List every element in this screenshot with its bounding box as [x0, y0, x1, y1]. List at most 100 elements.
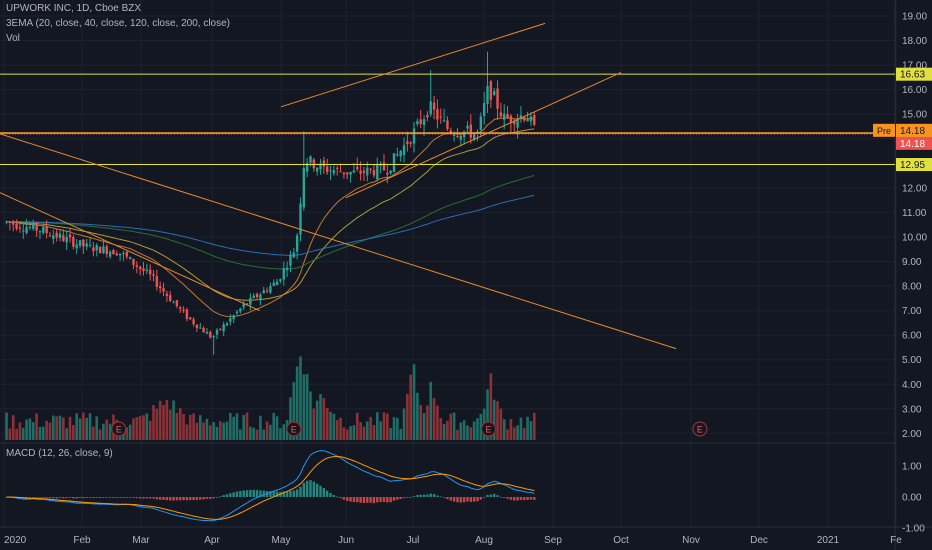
- macd-histogram-bar: [58, 497, 62, 499]
- volume-bar: [215, 426, 219, 440]
- macd-histogram-bar: [272, 491, 275, 497]
- candle-body: [492, 91, 496, 96]
- volume-bar: [262, 429, 266, 440]
- candle-body: [369, 168, 372, 170]
- macd-histogram-bar: [145, 497, 149, 499]
- macd-histogram-bar: [148, 497, 152, 499]
- earnings-icon: [111, 421, 127, 437]
- volume-bar: [476, 418, 479, 440]
- price-tick-label: 10.00: [902, 232, 927, 243]
- macd-histogram-bar: [165, 497, 169, 501]
- price-tick-label: 19.00: [902, 12, 927, 23]
- volume-bar: [8, 428, 12, 440]
- macd-tick-label: 0.00: [902, 493, 922, 504]
- macd-histogram-bar: [519, 497, 523, 501]
- volume-bar: [202, 422, 205, 440]
- volume-bar: [469, 427, 473, 440]
- symbol-title[interactable]: UPWORK INC, 1D, Cboe BZX: [6, 3, 142, 14]
- volume-bar: [392, 417, 396, 440]
- macd-histogram-bar: [255, 490, 259, 497]
- volume-bar: [45, 420, 48, 440]
- time-axis[interactable]: 2020 Feb Mar Apr May Jun Jul Aug Sep Oct Nov Dec 202…: [4, 535, 902, 546]
- volume-bar: [402, 408, 406, 440]
- candle-body: [205, 332, 209, 334]
- macd-histogram-bar: [526, 497, 529, 500]
- candle-body: [249, 297, 252, 305]
- candle-body: [416, 120, 419, 125]
- macd-histogram-bar: [98, 497, 102, 498]
- candle-body: [506, 114, 509, 118]
- volume-bar: [526, 416, 529, 440]
- ema-indicator-title[interactable]: 3EMA (20, close, 40, close, 120, close, …: [6, 18, 231, 29]
- earnings-marker: E: [480, 421, 497, 437]
- macd-histogram-bar: [392, 497, 396, 501]
- macd-indicator-title[interactable]: MACD (12, 26, close, 9): [6, 448, 113, 459]
- macd-histogram-bar: [5, 497, 8, 498]
- candle-body: [242, 303, 245, 308]
- volume-bar: [265, 421, 269, 440]
- candle-body: [202, 327, 205, 333]
- macd-histogram-bar: [429, 493, 432, 497]
- volume-bar: [389, 427, 392, 440]
- candle-body: [105, 246, 108, 255]
- horizontal-levels[interactable]: [0, 73, 895, 166]
- price-tick-label: 3.00: [902, 404, 922, 415]
- earnings-marker: E: [692, 421, 708, 437]
- candle-body: [65, 237, 68, 243]
- macd-histogram-bar: [372, 497, 376, 504]
- price-axis[interactable]: 19.0018.0017.0016.0015.0014.0013.0012.00…: [902, 12, 927, 535]
- volume-bar: [396, 417, 399, 440]
- macd-histogram-bar: [125, 497, 128, 498]
- volume-bar: [436, 405, 439, 440]
- time-axis-label: Feb: [73, 535, 91, 546]
- candle-body: [476, 131, 479, 133]
- volume-bar: [165, 400, 169, 440]
- volume-bar: [295, 366, 299, 440]
- volume-bar: [65, 428, 68, 440]
- volume-bar: [249, 426, 252, 440]
- candle-body: [472, 133, 476, 140]
- candle-body: [52, 235, 55, 239]
- volume-bar: [18, 422, 22, 440]
- candle-body: [272, 282, 275, 286]
- candle-body: [479, 116, 483, 130]
- price-tick-label: 12.00: [902, 183, 927, 194]
- candle-body: [399, 150, 402, 157]
- candle-body: [112, 250, 115, 255]
- macd-histogram-bar: [299, 486, 302, 497]
- ema-line: [6, 175, 535, 270]
- candle-body: [436, 108, 439, 120]
- pre-market-tag: Pre: [877, 126, 891, 136]
- time-axis-label: 2021: [817, 535, 840, 546]
- macd-histogram-bar: [32, 497, 35, 498]
- trend-lines[interactable]: [0, 22, 677, 350]
- volume-bar: [522, 427, 526, 440]
- macd-histogram-bar: [199, 497, 202, 500]
- volume-bar: [516, 425, 519, 440]
- candle-body: [376, 163, 379, 180]
- trend-line: [0, 192, 260, 312]
- volume-bar: [502, 419, 506, 440]
- volume-bar: [322, 398, 326, 440]
- volume-indicator-title[interactable]: Vol: [6, 33, 20, 44]
- candle-body: [169, 295, 172, 302]
- macd-histogram-bar: [195, 497, 199, 501]
- volume-bar: [235, 413, 239, 440]
- macd-histogram-bar: [209, 497, 212, 499]
- volume-bar: [135, 417, 139, 440]
- volume-bar: [289, 397, 292, 440]
- candle-body: [18, 227, 22, 229]
- volume-bar: [239, 429, 242, 440]
- macd-histogram-bar: [108, 497, 112, 498]
- volume-bar: [456, 429, 459, 440]
- candle-body: [516, 119, 519, 128]
- price-tick-label: 2.00: [902, 429, 922, 440]
- volume-bar: [339, 417, 342, 440]
- candle-body: [135, 265, 139, 267]
- volume-bar: [31, 422, 35, 440]
- macd-histogram-bar: [366, 497, 369, 503]
- candle-body: [279, 279, 282, 281]
